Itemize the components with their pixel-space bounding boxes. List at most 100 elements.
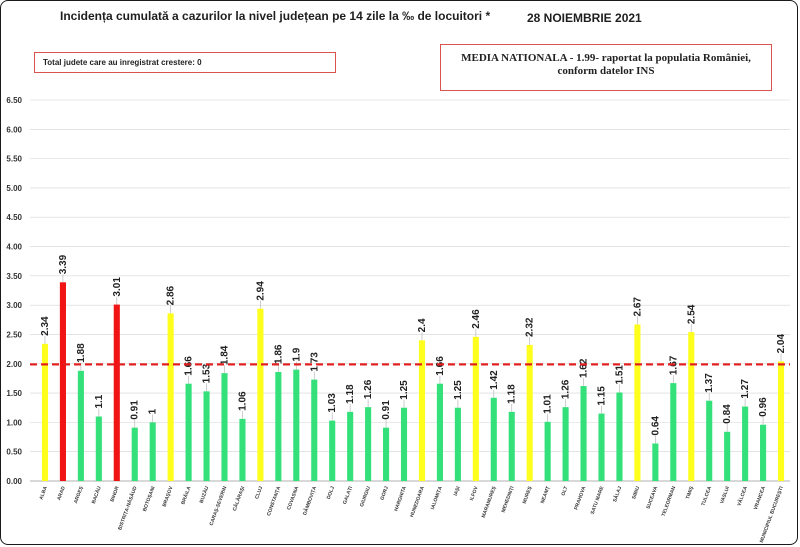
bar bbox=[400, 407, 408, 481]
category-label: MARAMUREȘ bbox=[481, 485, 498, 519]
category-label: ILFOV bbox=[469, 485, 480, 502]
data-label: 2.46 bbox=[471, 309, 482, 329]
category-label: BIHOR bbox=[110, 485, 121, 503]
y-tick-label: 2.00 bbox=[6, 360, 22, 369]
bar bbox=[598, 413, 605, 481]
y-tick-label: 5.00 bbox=[6, 184, 22, 193]
data-label: 1.18 bbox=[507, 384, 518, 404]
bar bbox=[95, 416, 102, 481]
data-label: 2.4 bbox=[417, 318, 428, 332]
data-label: 1.26 bbox=[561, 379, 572, 399]
chart-date: 28 NOIEMBRIE 2021 bbox=[527, 11, 642, 25]
category-label: DOLJ bbox=[326, 485, 336, 500]
bar bbox=[454, 407, 461, 481]
data-label: 1.51 bbox=[614, 365, 625, 385]
data-label: 2.54 bbox=[686, 304, 697, 324]
bar bbox=[562, 407, 569, 481]
bar bbox=[221, 373, 228, 481]
data-label: 1.66 bbox=[184, 356, 195, 376]
data-label: 1.86 bbox=[273, 344, 284, 364]
bar bbox=[472, 336, 479, 481]
category-label: CONSTANȚA bbox=[266, 485, 282, 517]
national-average-text: MEDIA NATIONALA - 1.99- raportat la popu… bbox=[461, 52, 751, 77]
data-label: 1.03 bbox=[327, 393, 338, 413]
category-label: CĂLĂRAȘI bbox=[231, 485, 247, 512]
bar bbox=[59, 282, 66, 481]
data-label: 0.64 bbox=[650, 416, 661, 436]
bar bbox=[257, 308, 264, 481]
y-tick-label: 4.50 bbox=[6, 213, 22, 222]
category-label: GALAȚI bbox=[342, 485, 354, 505]
category-label: TELEORMAN bbox=[661, 485, 678, 517]
category-label: ARGEȘ bbox=[73, 485, 85, 504]
y-tick-label: 3.50 bbox=[6, 272, 22, 281]
category-label: PRAHOVA bbox=[573, 485, 587, 511]
bar bbox=[706, 400, 713, 481]
category-label: OLT bbox=[561, 486, 570, 497]
bar bbox=[239, 418, 246, 481]
data-label: 1.37 bbox=[704, 373, 715, 393]
data-label: 2.86 bbox=[166, 285, 177, 305]
data-label: 2.04 bbox=[776, 334, 787, 354]
y-tick-label: 5.50 bbox=[6, 155, 22, 164]
data-label: 1.66 bbox=[435, 356, 446, 376]
data-label: 1.01 bbox=[543, 394, 554, 414]
category-label: SĂLAJ bbox=[611, 485, 623, 503]
category-label: DÂMBOVIȚA bbox=[301, 485, 318, 516]
y-tick-label: 3.00 bbox=[6, 301, 22, 310]
category-label: CARAȘ-SEVERIN bbox=[209, 485, 229, 526]
category-label: BRĂILA bbox=[179, 485, 192, 506]
data-label: 3.39 bbox=[58, 254, 69, 274]
y-tick-label: 6.00 bbox=[6, 125, 22, 134]
y-tick-label: 1.00 bbox=[6, 418, 22, 427]
category-label: BOTOȘANI bbox=[142, 485, 157, 512]
bar bbox=[436, 383, 443, 481]
data-label: 2.32 bbox=[525, 317, 536, 337]
bar bbox=[742, 406, 749, 481]
bar bbox=[293, 369, 300, 481]
bar bbox=[670, 383, 677, 481]
increase-note-box: Total judete care au inregistrat crester… bbox=[34, 52, 336, 73]
data-label: 1.84 bbox=[220, 345, 231, 365]
bar bbox=[634, 324, 641, 481]
data-label: 1 bbox=[148, 408, 159, 414]
bar bbox=[724, 431, 731, 481]
category-label: NEAMȚ bbox=[540, 486, 552, 505]
bar bbox=[149, 422, 156, 481]
y-tick-label: 4.00 bbox=[6, 243, 22, 252]
y-tick-label: 6.50 bbox=[6, 96, 22, 105]
category-label: VÂLCEA bbox=[735, 485, 749, 507]
category-label: IAȘI bbox=[453, 485, 462, 497]
category-label: GORJ bbox=[379, 485, 390, 501]
data-label: 0.91 bbox=[381, 400, 392, 420]
bar bbox=[777, 361, 785, 481]
bar bbox=[508, 411, 515, 481]
category-label: CLUJ bbox=[254, 485, 264, 500]
data-label: 1.27 bbox=[740, 379, 751, 399]
category-label: IALOMIȚA bbox=[430, 485, 444, 510]
data-label: 1.53 bbox=[202, 363, 213, 383]
data-label: 0.84 bbox=[722, 404, 733, 424]
data-label: 3.01 bbox=[112, 277, 123, 297]
data-label: 1.18 bbox=[345, 384, 356, 404]
data-label: 1.88 bbox=[76, 343, 87, 363]
bar bbox=[365, 407, 372, 481]
category-label: VRANCEA bbox=[753, 485, 767, 511]
category-label: ALBA bbox=[38, 485, 49, 500]
bar bbox=[131, 427, 138, 481]
data-label: 2.67 bbox=[632, 297, 643, 317]
category-label: GIURGIU bbox=[359, 485, 372, 508]
data-label: 2.34 bbox=[40, 316, 51, 336]
y-tick-label: 1.50 bbox=[6, 389, 22, 398]
category-label: HUNEDOARA bbox=[409, 485, 426, 518]
chart-title: Incidența cumulată a cazurilor la nivel … bbox=[60, 9, 491, 23]
bar bbox=[526, 345, 533, 481]
category-label: BRAȘOV bbox=[162, 485, 175, 508]
bar bbox=[383, 427, 390, 481]
data-label: 1.26 bbox=[363, 379, 374, 399]
y-tick-label: 0.00 bbox=[6, 477, 22, 486]
data-label: 1.42 bbox=[489, 370, 500, 390]
data-label: 1.06 bbox=[237, 391, 248, 411]
category-label: SUCEAVA bbox=[645, 485, 659, 510]
